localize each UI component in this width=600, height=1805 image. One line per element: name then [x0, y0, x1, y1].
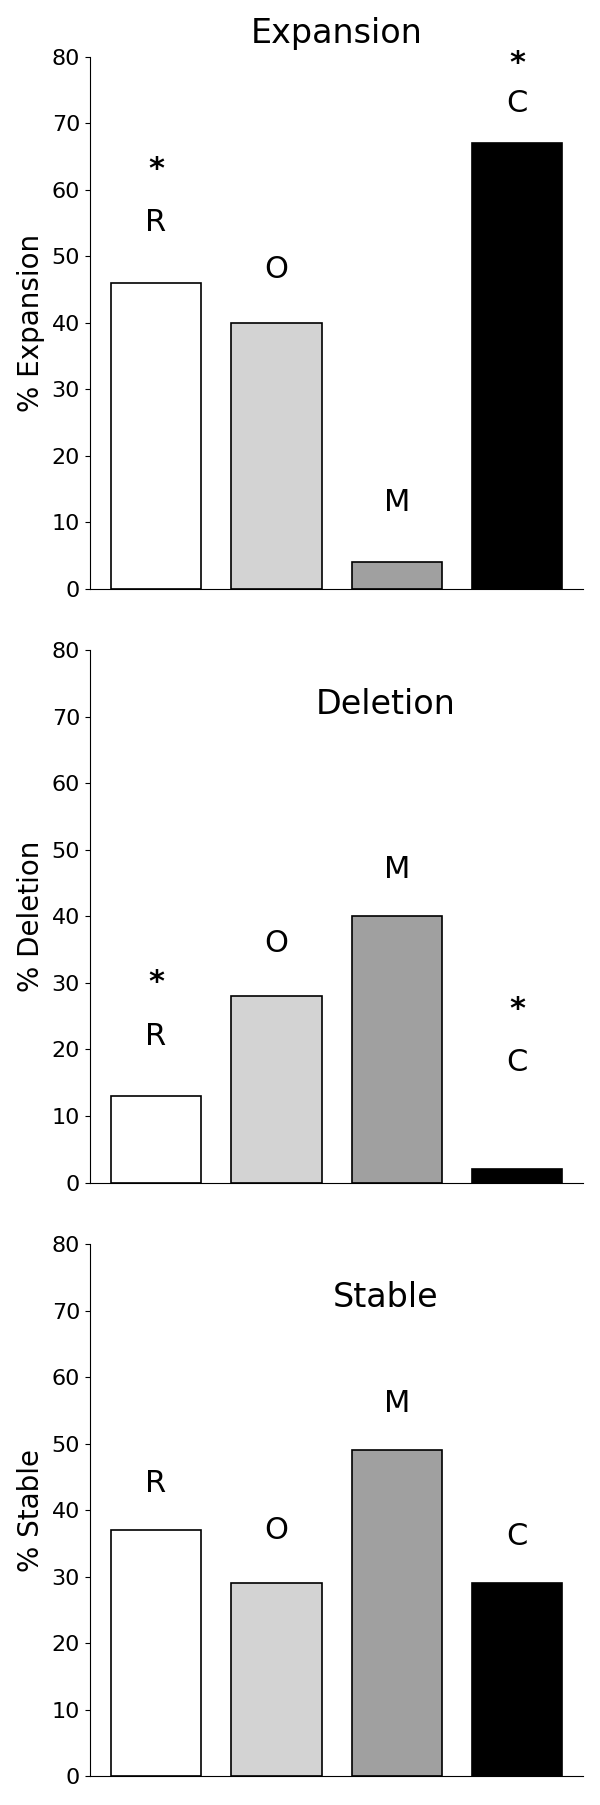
Bar: [352, 917, 442, 1182]
Text: M: M: [383, 487, 410, 516]
Text: *: *: [148, 969, 164, 998]
Text: R: R: [145, 208, 167, 236]
Bar: [111, 1096, 201, 1182]
Bar: [111, 283, 201, 588]
Y-axis label: % Expansion: % Expansion: [17, 233, 44, 412]
Title: Expansion: Expansion: [251, 16, 422, 51]
Text: M: M: [383, 1390, 410, 1419]
Bar: [231, 323, 322, 588]
Text: Stable: Stable: [333, 1282, 439, 1314]
Bar: [352, 1451, 442, 1776]
Text: R: R: [145, 1022, 167, 1051]
Bar: [231, 1583, 322, 1776]
Bar: [472, 1170, 562, 1182]
Bar: [111, 1531, 201, 1776]
Text: *: *: [148, 155, 164, 184]
Text: O: O: [265, 1516, 289, 1545]
Text: C: C: [506, 88, 528, 117]
Text: O: O: [265, 928, 289, 957]
Text: C: C: [506, 1049, 528, 1078]
Text: O: O: [265, 255, 289, 283]
Text: *: *: [509, 995, 525, 1023]
Y-axis label: % Stable: % Stable: [17, 1449, 44, 1572]
Bar: [472, 1583, 562, 1776]
Text: C: C: [506, 1522, 528, 1550]
Bar: [352, 561, 442, 588]
Bar: [472, 143, 562, 588]
Bar: [231, 996, 322, 1182]
Text: R: R: [145, 1469, 167, 1498]
Text: M: M: [383, 856, 410, 884]
Y-axis label: % Deletion: % Deletion: [17, 841, 44, 993]
Text: *: *: [509, 49, 525, 78]
Text: Deletion: Deletion: [316, 688, 456, 720]
